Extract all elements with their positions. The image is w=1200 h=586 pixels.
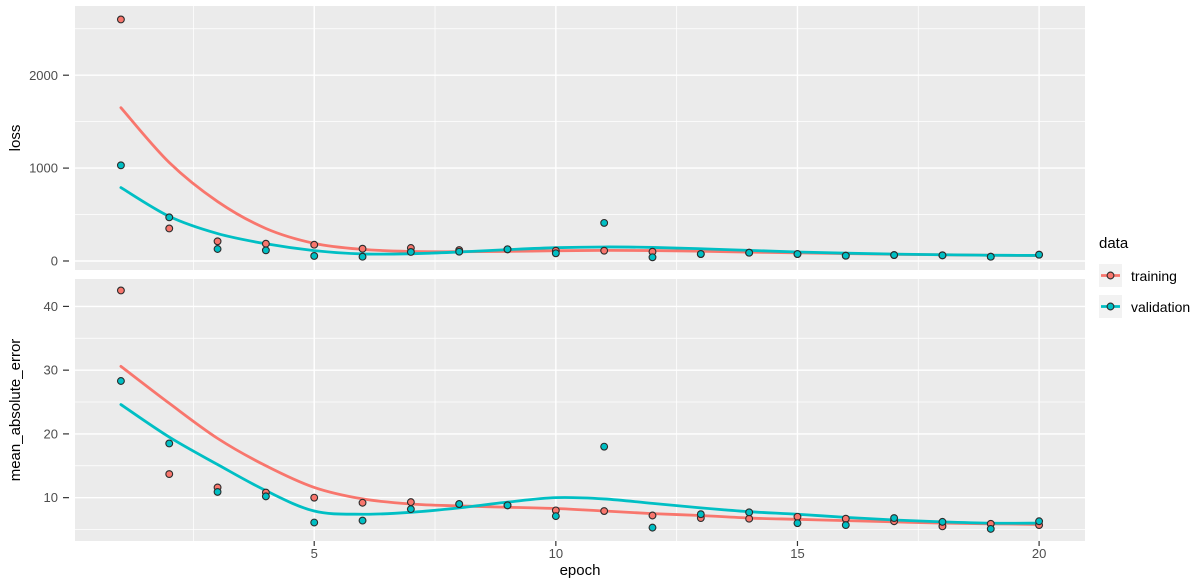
point-validation-loss-epoch-14	[745, 248, 754, 257]
point-validation-loss-epoch-7	[406, 248, 415, 256]
point-validation-mean_absolute_error-epoch-9	[503, 501, 512, 510]
point-validation-loss-epoch-11	[600, 218, 609, 227]
point-validation-loss-epoch-20	[1035, 250, 1044, 259]
legend-item-training: training	[1099, 264, 1190, 287]
point-validation-mean_absolute_error-epoch-13	[696, 510, 705, 519]
y-tick-label: 0	[51, 254, 58, 269]
legend-label-validation: validation	[1131, 298, 1191, 315]
point-training-mean_absolute_error-epoch-1	[116, 286, 125, 295]
point-training-mean_absolute_error-epoch-12	[648, 511, 657, 520]
point-training-mean_absolute_error-epoch-6	[358, 498, 367, 507]
point-validation-loss-epoch-6	[358, 252, 367, 261]
point-validation-loss-epoch-3	[213, 245, 222, 253]
point-validation-mean_absolute_error-epoch-8	[455, 500, 464, 508]
point-training-loss-epoch-1	[116, 15, 125, 24]
point-validation-mean_absolute_error-epoch-5	[310, 518, 319, 527]
y-tick-label: 2000	[29, 68, 58, 83]
point-validation-loss-epoch-10	[551, 249, 560, 258]
point-validation-mean_absolute_error-epoch-2	[165, 439, 174, 448]
point-training-mean_absolute_error-epoch-5	[310, 493, 319, 502]
point-validation-loss-epoch-19	[986, 252, 995, 261]
legend-key-validation-icon	[1099, 295, 1122, 318]
y-axis-title-mean_absolute_error: mean_absolute_error	[7, 339, 24, 482]
point-validation-mean_absolute_error-epoch-20	[1035, 517, 1044, 526]
point-training-mean_absolute_error-epoch-14	[745, 514, 754, 523]
point-validation-mean_absolute_error-epoch-10	[551, 512, 560, 521]
point-training-mean_absolute_error-epoch-16	[841, 514, 850, 523]
x-axis-title: epoch	[560, 562, 601, 579]
point-validation-mean_absolute_error-epoch-7	[406, 505, 415, 514]
point-validation-loss-epoch-16	[841, 251, 850, 260]
point-validation-loss-epoch-17	[890, 251, 899, 259]
point-validation-mean_absolute_error-epoch-14	[745, 508, 754, 517]
x-tick-label: 5	[311, 546, 318, 561]
smooth-line-validation-mean_absolute_error	[119, 403, 1041, 525]
point-validation-mean_absolute_error-epoch-15	[793, 519, 802, 528]
smooth-line-training-mean_absolute_error	[119, 364, 1041, 526]
legend-title: data	[1099, 235, 1129, 252]
point-validation-mean_absolute_error-epoch-19	[986, 524, 995, 533]
point-validation-mean_absolute_error-epoch-12	[648, 523, 657, 532]
point-training-loss-epoch-3	[213, 237, 222, 246]
point-validation-loss-epoch-8	[455, 247, 464, 256]
point-training-mean_absolute_error-epoch-11	[600, 507, 609, 515]
point-training-mean_absolute_error-epoch-2	[165, 470, 174, 479]
point-validation-mean_absolute_error-epoch-3	[213, 487, 222, 496]
point-training-loss-epoch-6	[358, 244, 367, 253]
point-validation-loss-epoch-1	[116, 161, 125, 170]
point-training-mean_absolute_error-epoch-7	[406, 498, 415, 507]
point-training-loss-epoch-5	[310, 240, 319, 249]
point-validation-mean_absolute_error-epoch-1	[116, 377, 125, 385]
legend-key-training-icon	[1099, 264, 1122, 287]
y-tick-label: 20	[44, 426, 58, 441]
point-validation-loss-epoch-13	[696, 250, 705, 258]
point-validation-loss-epoch-5	[310, 252, 319, 260]
point-validation-mean_absolute_error-epoch-4	[261, 492, 270, 501]
point-validation-mean_absolute_error-epoch-18	[938, 517, 947, 526]
point-validation-mean_absolute_error-epoch-6	[358, 516, 367, 525]
x-tick-label: 15	[790, 546, 804, 561]
point-validation-loss-epoch-4	[261, 246, 270, 255]
point-training-loss-epoch-2	[165, 224, 174, 233]
x-tick-label: 20	[1032, 546, 1046, 561]
point-validation-loss-epoch-9	[503, 245, 512, 254]
point-training-loss-epoch-11	[600, 246, 609, 255]
y-tick-label: 10	[44, 490, 58, 505]
smooth-line-validation-loss	[119, 186, 1041, 257]
panel-mean_absolute_error	[75, 279, 1085, 541]
x-tick-label: 10	[549, 546, 563, 561]
point-validation-loss-epoch-2	[165, 213, 174, 222]
panel-loss	[75, 6, 1085, 270]
point-validation-mean_absolute_error-epoch-17	[890, 514, 899, 523]
point-validation-loss-epoch-12	[648, 253, 657, 262]
legend: data training validation	[1099, 235, 1190, 326]
point-validation-loss-epoch-15	[793, 250, 802, 258]
point-validation-loss-epoch-18	[938, 251, 947, 260]
point-validation-mean_absolute_error-epoch-16	[841, 521, 850, 530]
y-tick-label: 1000	[29, 161, 58, 176]
legend-label-training: training	[1131, 267, 1177, 284]
y-axis-title-loss: loss	[7, 125, 24, 152]
legend-item-validation: validation	[1099, 295, 1190, 318]
point-training-mean_absolute_error-epoch-15	[793, 512, 802, 521]
point-validation-mean_absolute_error-epoch-11	[600, 442, 609, 451]
point-training-loss-epoch-4	[261, 239, 270, 248]
y-tick-label: 30	[44, 363, 58, 378]
y-tick-label: 40	[44, 299, 58, 314]
